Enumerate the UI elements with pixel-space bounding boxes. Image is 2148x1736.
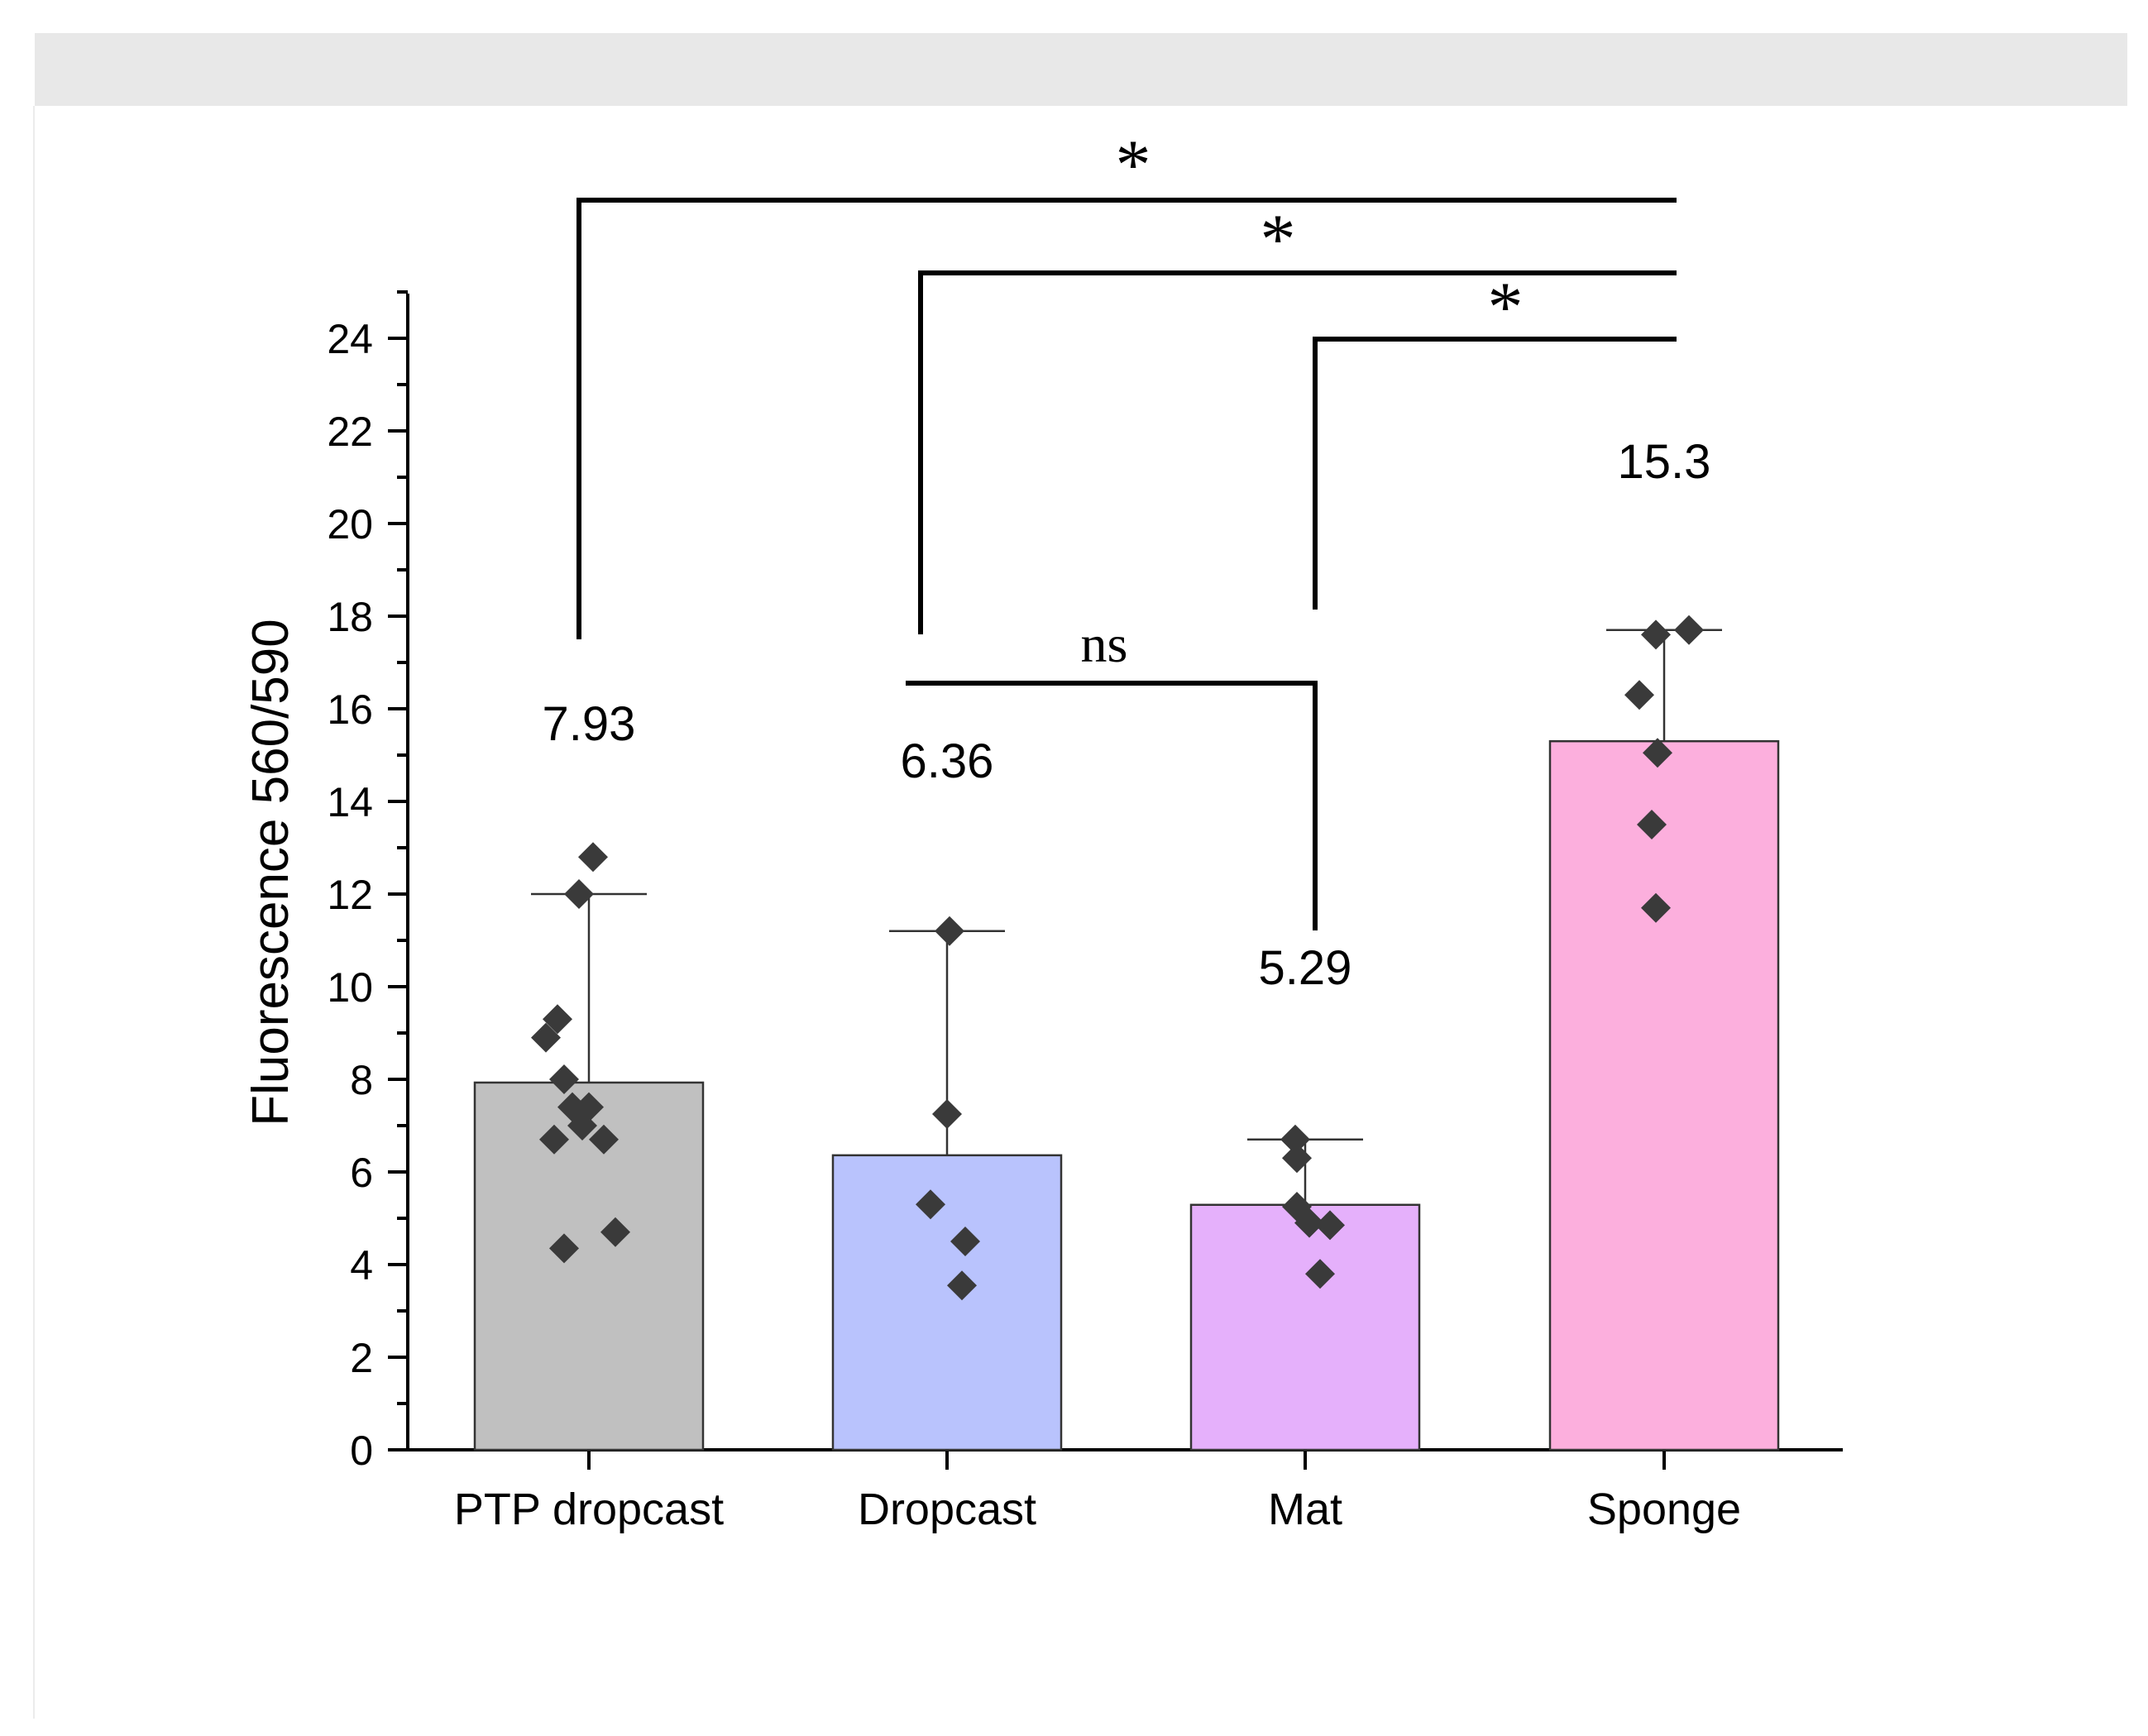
significance-bracket	[918, 270, 1677, 634]
data-point	[1641, 619, 1671, 650]
data-point	[549, 1064, 579, 1094]
y-tick-label: 22	[327, 409, 373, 455]
data-label: 5.29	[1259, 941, 1352, 995]
data-point	[950, 1227, 980, 1256]
data-point	[543, 1004, 572, 1035]
data-point	[1305, 1259, 1335, 1289]
bar	[831, 1154, 1063, 1451]
frame-left-edge	[33, 106, 35, 1719]
y-tick-label: 2	[350, 1335, 373, 1381]
error-bars	[531, 629, 1722, 1205]
data-point	[1280, 1124, 1310, 1155]
data-point	[578, 842, 608, 873]
y-tick-label: 12	[327, 872, 373, 918]
significance-label: *	[1488, 267, 1524, 347]
y-tick-label: 4	[350, 1242, 373, 1289]
y-tick-label: 8	[350, 1057, 373, 1103]
bars	[473, 739, 1780, 1451]
y-tick-label: 20	[327, 501, 373, 548]
data-point	[539, 1124, 569, 1155]
y-tick-label: 24	[327, 316, 373, 362]
data-point	[1637, 810, 1667, 839]
data-point	[932, 1099, 962, 1129]
data-point	[947, 1270, 977, 1301]
y-tick-label: 18	[327, 594, 373, 640]
data-points	[531, 615, 1704, 1301]
data-point	[1674, 615, 1704, 645]
data-point	[531, 1022, 561, 1053]
y-tick-label: 6	[350, 1150, 373, 1196]
data-point	[1643, 738, 1672, 768]
x-axis: PTP dropcast Dropcast Mat Sponge	[408, 1448, 1843, 1534]
data-label: 6.36	[901, 734, 994, 788]
data-point	[600, 1217, 630, 1247]
data-point	[567, 1111, 597, 1141]
y-tick-label: 16	[327, 686, 373, 733]
data-point	[916, 1189, 945, 1220]
data-point	[1282, 1143, 1312, 1174]
significance-brackets: * * * ns	[576, 125, 1677, 930]
y-tick-label: 10	[327, 964, 373, 1011]
bar	[473, 1081, 705, 1451]
data-point	[1624, 680, 1654, 710]
data-point	[549, 1233, 579, 1264]
bar	[1189, 1203, 1421, 1451]
header-band	[35, 33, 2127, 106]
data-point	[1294, 1208, 1324, 1238]
data-point	[935, 916, 964, 946]
data-labels: 7.93 6.36 5.29 15.3	[543, 435, 1711, 995]
data-point	[1641, 892, 1671, 923]
data-point	[564, 879, 594, 909]
significance-bracket	[576, 198, 1677, 639]
x-tick-label: PTP dropcast	[454, 1485, 724, 1534]
significance-bracket	[1313, 337, 1677, 610]
x-tick-label: Dropcast	[858, 1485, 1036, 1534]
data-label: 7.93	[543, 697, 636, 751]
y-axis-title: Fluorescence 560/590	[242, 619, 299, 1126]
x-tick-label: Mat	[1268, 1485, 1342, 1534]
y-tick-label: 0	[350, 1428, 373, 1474]
data-point	[589, 1124, 619, 1155]
significance-label: ns	[1081, 615, 1128, 673]
significance-bracket	[906, 681, 1318, 930]
significance-label: *	[1261, 199, 1296, 279]
significance-label: *	[1116, 125, 1151, 204]
data-label: 15.3	[1618, 435, 1711, 489]
x-tick-label: Sponge	[1587, 1485, 1741, 1534]
data-point	[1315, 1210, 1345, 1241]
y-tick-label: 14	[327, 779, 373, 825]
bar	[1548, 739, 1780, 1451]
